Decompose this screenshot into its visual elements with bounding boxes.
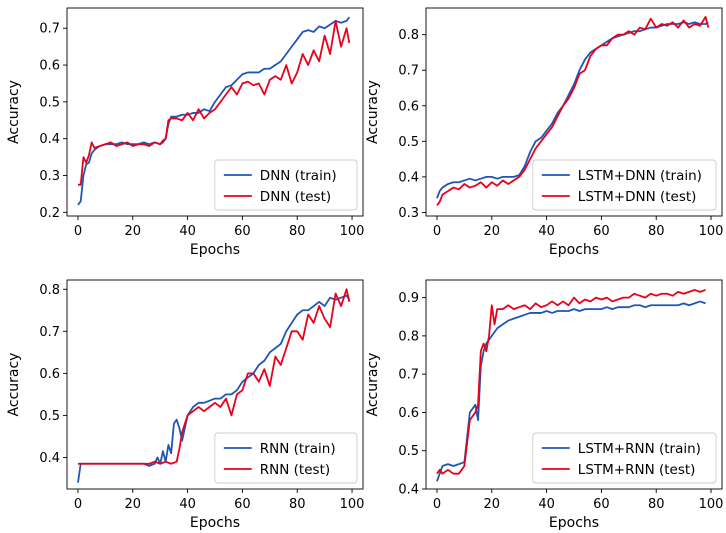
x-tick-label: 20 bbox=[125, 224, 142, 239]
y-tick-label: 0.5 bbox=[39, 95, 60, 110]
x-tick-label: 60 bbox=[593, 224, 610, 239]
x-tick-label: 40 bbox=[538, 224, 555, 239]
legend-box bbox=[214, 432, 358, 484]
series-line-2 bbox=[436, 15, 710, 206]
x-tick-label: 80 bbox=[289, 497, 306, 512]
y-axis-label: Accuracy bbox=[365, 80, 381, 144]
chart-panel-1: 0 20 40 60 80 100 0.2 0.3 0.4 0.5 0.6 0.7 Epochs Accu… bbox=[6, 7, 365, 258]
x-tick-label: 60 bbox=[234, 224, 251, 239]
y-tick-label: 0.5 bbox=[398, 444, 419, 459]
y-axis-label: Accuracy bbox=[6, 353, 22, 417]
x-tick-label: 0 bbox=[74, 497, 82, 512]
legend: DNN (train) DNN (test) bbox=[214, 159, 358, 211]
legend-entry: RNN (train) bbox=[260, 441, 336, 457]
legend-entry: DNN (test) bbox=[260, 189, 331, 205]
y-tick-label: 0.3 bbox=[39, 169, 60, 184]
x-tick-label: 60 bbox=[234, 497, 251, 512]
legend-entry: LSTM+RNN (train) bbox=[578, 441, 701, 457]
y-axis-label: Accuracy bbox=[6, 80, 22, 144]
y-tick-label: 0.7 bbox=[39, 325, 60, 340]
x-tick-label: 40 bbox=[179, 224, 196, 239]
x-tick-label: 40 bbox=[538, 497, 555, 512]
x-tick-label: 0 bbox=[433, 224, 441, 239]
y-tick-label: 0.7 bbox=[398, 368, 419, 383]
plot-frame bbox=[425, 279, 723, 490]
y-tick-label: 0.4 bbox=[39, 132, 60, 147]
y-tick-label: 0.5 bbox=[398, 135, 419, 150]
legend: LSTM+DNN (train) LSTM+DNN (test) bbox=[532, 159, 717, 211]
legend: LSTM+RNN (train) LSTM+RNN (test) bbox=[532, 432, 717, 484]
x-tick-label: 0 bbox=[433, 497, 441, 512]
x-tick-label: 40 bbox=[179, 497, 196, 512]
legend-box bbox=[532, 159, 717, 211]
x-tick-label: 100 bbox=[699, 224, 724, 239]
legend-entry: LSTM+RNN (test) bbox=[578, 462, 696, 478]
y-tick-label: 0.6 bbox=[39, 367, 60, 382]
y-tick-label: 0.6 bbox=[398, 406, 419, 421]
x-tick-label: 100 bbox=[340, 224, 365, 239]
series-line-2 bbox=[77, 288, 351, 465]
legend-box bbox=[214, 159, 358, 211]
x-tick-label: 20 bbox=[484, 497, 501, 512]
y-tick-label: 0.9 bbox=[398, 291, 419, 306]
chart-panel-4: 0 20 40 60 80 100 0.4 0.5 0.6 0.7 0.8 0.9 Epochs Accu… bbox=[365, 279, 724, 531]
x-tick-label: 20 bbox=[125, 497, 142, 512]
y-tick-label: 0.8 bbox=[398, 329, 419, 344]
plot-frame bbox=[425, 7, 723, 217]
x-tick-label: 80 bbox=[648, 224, 665, 239]
chart-panel-2: 0 20 40 60 80 100 0.3 0.4 0.5 0.6 0.7 0.8 Epochs Accu… bbox=[365, 7, 724, 258]
y-tick-label: 0.5 bbox=[39, 409, 60, 424]
y-tick-label: 0.7 bbox=[398, 64, 419, 79]
legend-box bbox=[532, 432, 717, 484]
x-tick-label: 80 bbox=[648, 497, 665, 512]
x-tick-label: 20 bbox=[484, 224, 501, 239]
x-tick-label: 100 bbox=[699, 497, 724, 512]
x-axis-label: Epochs bbox=[549, 242, 599, 258]
y-tick-label: 0.4 bbox=[39, 451, 60, 466]
legend: RNN (train) RNN (test) bbox=[214, 432, 358, 484]
x-axis-label: Epochs bbox=[190, 515, 240, 531]
y-tick-label: 0.2 bbox=[39, 206, 60, 221]
series-line-2 bbox=[436, 289, 706, 475]
plot-frame bbox=[66, 7, 364, 217]
legend-entry: RNN (test) bbox=[260, 462, 330, 478]
x-tick-label: 100 bbox=[340, 497, 365, 512]
y-tick-label: 0.7 bbox=[39, 22, 60, 37]
series-line-2 bbox=[77, 19, 351, 186]
legend-entry: LSTM+DNN (test) bbox=[578, 189, 697, 205]
x-tick-label: 60 bbox=[593, 497, 610, 512]
y-tick-label: 0.6 bbox=[398, 99, 419, 114]
y-tick-label: 0.3 bbox=[398, 206, 419, 221]
legend-entry: DNN (train) bbox=[260, 168, 337, 184]
plot-frame bbox=[66, 279, 364, 490]
y-tick-label: 0.4 bbox=[398, 170, 419, 185]
x-tick-label: 80 bbox=[289, 224, 306, 239]
y-tick-label: 0.8 bbox=[39, 283, 60, 298]
y-tick-label: 0.6 bbox=[39, 59, 60, 74]
series-line-1 bbox=[436, 300, 706, 482]
x-axis-label: Epochs bbox=[549, 515, 599, 531]
y-tick-label: 0.8 bbox=[398, 28, 419, 43]
legend-entry: LSTM+DNN (train) bbox=[578, 168, 702, 184]
x-axis-label: Epochs bbox=[190, 242, 240, 258]
x-tick-label: 0 bbox=[74, 224, 82, 239]
chart-panel-3: 0 20 40 60 80 100 0.4 0.5 0.6 0.7 0.8 Epochs Accurac… bbox=[6, 279, 365, 531]
y-tick-label: 0.4 bbox=[398, 483, 419, 498]
y-axis-label: Accuracy bbox=[365, 353, 381, 417]
series-line-1 bbox=[77, 16, 351, 206]
